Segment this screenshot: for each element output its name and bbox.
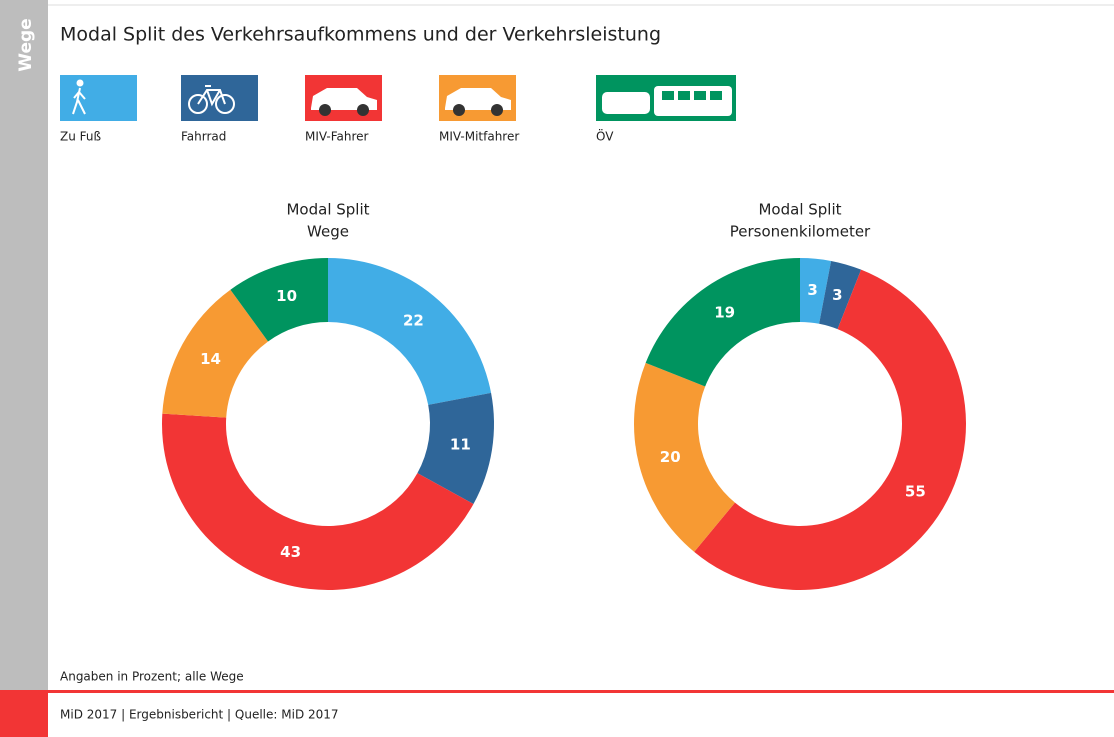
icon <box>678 91 690 100</box>
icon <box>72 87 86 115</box>
donut-segment <box>328 258 492 405</box>
legend-label: ÖV <box>596 128 614 144</box>
donut-segment <box>694 269 966 590</box>
footer-rule <box>0 690 1114 693</box>
donut-segment <box>162 413 474 590</box>
icon <box>710 91 722 100</box>
chart-title: Wege <box>307 223 349 241</box>
sidebar <box>0 0 48 690</box>
donut-segment <box>645 258 800 387</box>
icon <box>197 85 226 107</box>
data-label: 14 <box>200 350 221 368</box>
icon <box>694 91 706 100</box>
sidebar-label: Wege <box>16 18 36 71</box>
icon <box>453 104 465 116</box>
data-label: 11 <box>450 435 471 453</box>
note: Angaben in Prozent; alle Wege <box>60 670 244 684</box>
icon <box>654 86 732 116</box>
donut-segment <box>417 392 494 504</box>
legend-label: MIV-Fahrer <box>305 130 369 144</box>
donut-segment <box>633 362 735 552</box>
data-label: 20 <box>660 448 681 466</box>
chart-title: Personenkilometer <box>730 223 871 241</box>
donut-segment <box>800 258 832 324</box>
data-label: 3 <box>832 286 842 304</box>
chart-title: Modal Split <box>758 201 841 219</box>
data-label: 19 <box>714 304 735 322</box>
donut-segment <box>162 289 269 418</box>
icon <box>311 88 377 110</box>
chart-title: Modal Split <box>286 201 369 219</box>
donut-segment <box>230 258 328 342</box>
icon <box>319 104 331 116</box>
donut-segment <box>819 260 862 330</box>
page-title: Modal Split des Verkehrsaufkommens und d… <box>60 24 661 46</box>
data-label: 3 <box>807 281 817 299</box>
icon <box>215 94 235 114</box>
data-label: 55 <box>905 483 926 501</box>
legend-label: MIV-Mitfahrer <box>439 130 519 144</box>
data-label: 22 <box>403 311 424 329</box>
legend-label: Fahrrad <box>181 130 226 144</box>
data-label: 43 <box>280 543 301 561</box>
footer-marker <box>0 693 48 737</box>
icon <box>76 79 84 87</box>
icon <box>445 88 511 110</box>
icon <box>602 92 650 114</box>
legend-swatch <box>60 75 137 121</box>
data-label: 10 <box>276 287 297 305</box>
icon <box>662 91 674 100</box>
footer: MiD 2017 | Ergebnisbericht | Quelle: MiD… <box>60 708 339 722</box>
icon <box>491 104 503 116</box>
icon <box>357 104 369 116</box>
legend-label: Zu Fuß <box>60 130 101 144</box>
icon <box>188 94 208 114</box>
